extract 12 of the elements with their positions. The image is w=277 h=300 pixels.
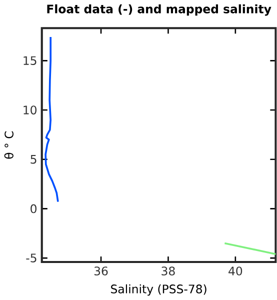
y-tick-label: 10 xyxy=(24,106,37,114)
y-tick-label: 0 xyxy=(30,204,37,214)
line-series xyxy=(44,36,60,203)
chart-title: Float data (-) and mapped salinity xyxy=(47,4,272,16)
y-tick-label: -5 xyxy=(26,254,36,262)
x-tick-label: 38 xyxy=(162,266,175,276)
x-axis-title: Salinity (PSS-78) xyxy=(111,284,206,296)
x-tick-label: 36 xyxy=(94,266,108,276)
y-tick-label: 15 xyxy=(24,56,36,66)
y-axis-title: θ ° C xyxy=(4,131,14,159)
x-tick-label: 40 xyxy=(228,266,242,276)
y-tick-label: 5 xyxy=(30,155,36,164)
